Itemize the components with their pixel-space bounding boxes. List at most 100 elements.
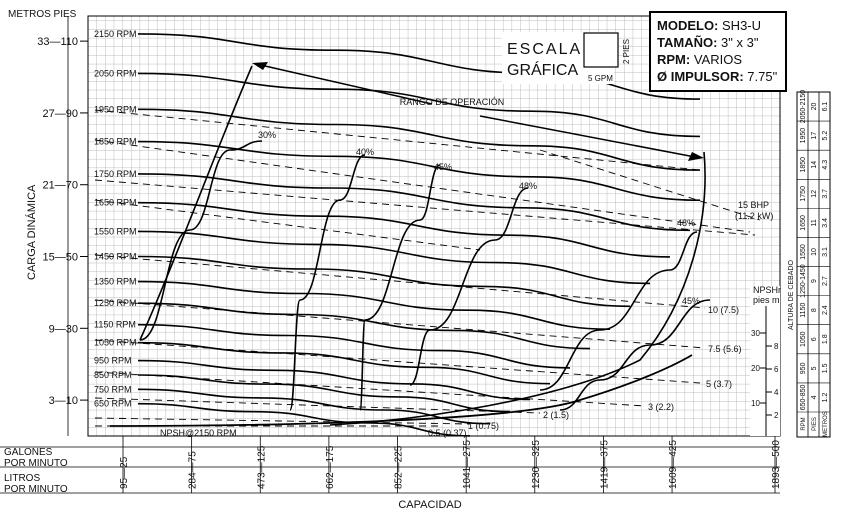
rpm-value: VARIOS [694, 52, 742, 67]
priming-rpm: 1250-1450 [800, 264, 807, 298]
x-tick-label: 1419—375 [599, 440, 610, 489]
scale-line1: ESCALA [507, 41, 582, 58]
priming-pies: 14 [811, 161, 818, 169]
rpm-label: 2150 RPM [94, 29, 137, 39]
bhp-label: 1 (0.75) [468, 421, 499, 431]
priming-pies: 5 [811, 366, 818, 370]
priming-pies: 9 [811, 279, 818, 283]
npsh-line [109, 354, 693, 427]
efficiency-line [289, 154, 366, 411]
priming-rpm: 650-850 [800, 385, 807, 411]
efficiency-label: 48% [677, 218, 695, 228]
priming-rpm: 1950 [800, 128, 807, 144]
rpm-label: 2050 RPM [94, 68, 137, 78]
npshr-units: pies m [753, 295, 780, 305]
scale-gpm: 5 GPM [588, 74, 613, 83]
size-value: 3" x 3" [721, 35, 759, 50]
rpm-label: 1450 RPM [94, 252, 137, 262]
lpm-label: LITROS POR MINUTO [4, 473, 68, 495]
scale-square [583, 32, 619, 68]
rpm-curve [137, 201, 671, 258]
npsh-curve-label: NPSH@2150 RPM [160, 428, 237, 438]
priming-metros: 2.7 [822, 276, 829, 286]
x-tick-label: 1893—500 [771, 440, 782, 489]
rpm-label: 1650 RPM [94, 198, 137, 208]
efficiency-label: 45% [682, 296, 700, 306]
priming-pies-label: PIES [812, 417, 818, 431]
y-tick-label: 33—110 [37, 36, 78, 48]
bhp-line [539, 149, 761, 221]
rpm-label: 1850 RPM [94, 137, 137, 147]
bhp-line [94, 299, 706, 349]
efficiency-line [559, 299, 711, 411]
efficiency-line [359, 164, 441, 411]
y-tick-label: 27—90 [43, 108, 78, 120]
range-label: RANGO DE OPERACIÓN [400, 97, 505, 107]
priming-rpm: 950 [800, 362, 807, 374]
scale-line2: GRÁFICA [507, 60, 578, 79]
rpm-label: 950 RPM [94, 356, 132, 366]
scale-pies: 2 PIES [622, 39, 631, 64]
bhp-label: 5 (3.7) [706, 379, 732, 389]
priming-pies: 8 [811, 308, 818, 312]
priming-pies: 20 [811, 103, 818, 111]
x-axis-title: CAPACIDAD [398, 499, 461, 511]
priming-pies: 12 [811, 190, 818, 198]
y-tick-label: 21—70 [43, 180, 78, 192]
bhp-line [94, 254, 706, 309]
priming-pies: 10 [811, 248, 818, 256]
impeller-value: 7.75" [747, 69, 777, 84]
npshr-ft-label: 30 [751, 329, 760, 338]
bhp-15-label: 15 BHP (11.2 kW) [735, 200, 773, 221]
priming-title: ALTURA DE CEBADO [788, 260, 795, 330]
priming-rpm: 1150 [800, 303, 807, 318]
rpm-label: 1250 RPM [94, 298, 137, 308]
x-tick-label: 284—75 [188, 451, 199, 489]
priming-pies: 11 [811, 219, 818, 226]
rpm-curve [137, 72, 701, 138]
x-tick-label: 1041—275 [462, 440, 473, 489]
bhp-label: 2 (1.5) [543, 410, 569, 420]
rpm-curve [137, 341, 551, 385]
axes: 33—110 27—90 21—70 15—50 9—30 3—10 95—25 284—75… [0, 16, 782, 494]
bhp-label: 0.5 (0.37) [428, 428, 467, 438]
rpm-label: 650 RPM [94, 399, 132, 409]
rpm-label: 1050 RPM [94, 338, 137, 348]
npshr-m-label: 2 [774, 411, 779, 420]
priming-rpm: 1750 [800, 186, 807, 202]
rpm-label: 1750 RPM [94, 169, 137, 179]
priming-metros: 6.1 [822, 102, 829, 112]
rpm-label: 1350 RPM [94, 277, 137, 287]
rpm-curve [137, 173, 691, 232]
priming-metros: 1.2 [822, 392, 829, 402]
bhp-line [94, 371, 646, 407]
priming-metros-label: METROS [823, 411, 829, 437]
bhp-line [94, 199, 481, 251]
x-tick-label: 1609—425 [668, 440, 679, 489]
priming-metros: 5.2 [822, 131, 829, 141]
svg-text:Ø IMPULSOR: 7.75": Ø IMPULSOR: 7.75" [657, 69, 778, 84]
priming-pies: 6 [811, 337, 818, 341]
priming-metros: 2.4 [822, 305, 829, 315]
npshr-ft-label: 10 [751, 399, 760, 408]
x-tick-label: 95—25 [119, 456, 130, 489]
size-label: TAMAÑO: [657, 35, 717, 50]
bhp-line [94, 417, 471, 425]
operating-range: RANGO DE OPERACIÓN [252, 62, 704, 161]
svg-text:MODELO: SH3-U: MODELO: SH3-U [657, 18, 761, 33]
priming-rpm: 1550 [800, 244, 807, 260]
rpm-label: RPM: [657, 52, 690, 67]
priming-pies: 4 [811, 395, 818, 399]
efficiency-lines: 30% 40% 45% 48% 48% 45% [139, 65, 711, 426]
rpm-curve [137, 323, 571, 369]
rpm-curves: 2150 RPM 2050 RPM 1950 RPM 1850 RPM 1750 RPM… [94, 29, 701, 437]
npshr-box [750, 286, 780, 436]
rpm-label: 1150 RPM [94, 320, 136, 330]
priming-rpm-label: RPM [801, 417, 807, 430]
efficiency-line [409, 187, 529, 386]
npsh-curve [109, 354, 693, 427]
rpm-label: 1950 RPM [94, 104, 137, 114]
rpm-curve [137, 374, 511, 413]
efficiency-line [539, 231, 698, 391]
